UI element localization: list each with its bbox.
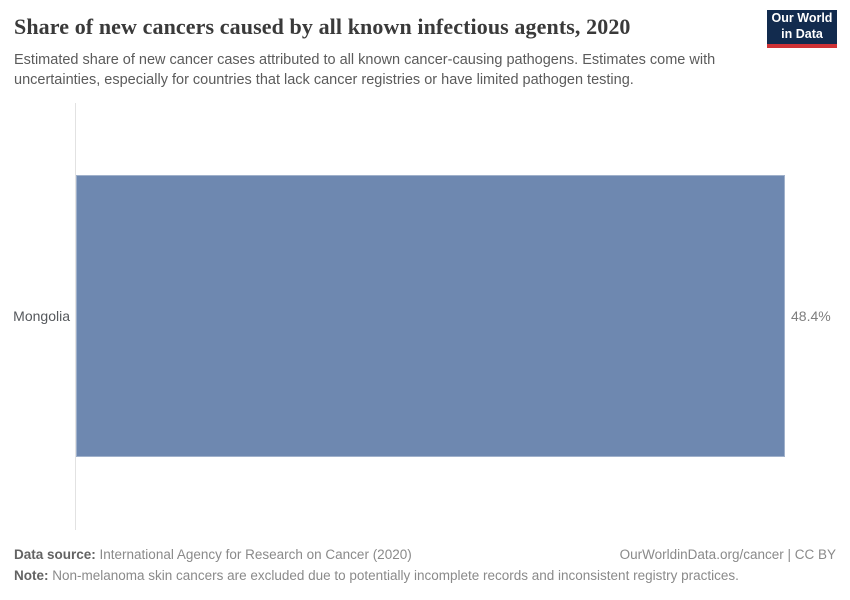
category-label-mongolia: Mongolia xyxy=(13,308,70,324)
note-text: Non-melanoma skin cancers are excluded d… xyxy=(48,568,739,583)
data-source-text: International Agency for Research on Can… xyxy=(95,547,412,562)
y-axis-line xyxy=(75,103,76,530)
chart-subtitle: Estimated share of new cancer cases attr… xyxy=(14,52,716,88)
note-label: Note: xyxy=(14,568,49,583)
bar-mongolia[interactable] xyxy=(76,175,785,457)
chart-title: Share of new cancers caused by all known… xyxy=(14,14,631,39)
attribution-link[interactable]: OurWorldinData.org/cancer | CC BY xyxy=(619,547,836,562)
owid-logo: Our World in Data xyxy=(767,10,837,48)
chart-footer-row2: Note: Non-melanoma skin cancers are excl… xyxy=(14,568,836,583)
data-source-label: Data source: xyxy=(14,547,96,562)
chart-footer-row1: Data source: International Agency for Re… xyxy=(14,547,836,562)
owid-logo-line1: Our World xyxy=(771,11,833,26)
bar-track xyxy=(76,175,785,457)
data-source: Data source: International Agency for Re… xyxy=(14,547,412,562)
value-label-mongolia: 48.4% xyxy=(791,308,831,324)
owid-logo-line2: in Data xyxy=(781,27,823,41)
